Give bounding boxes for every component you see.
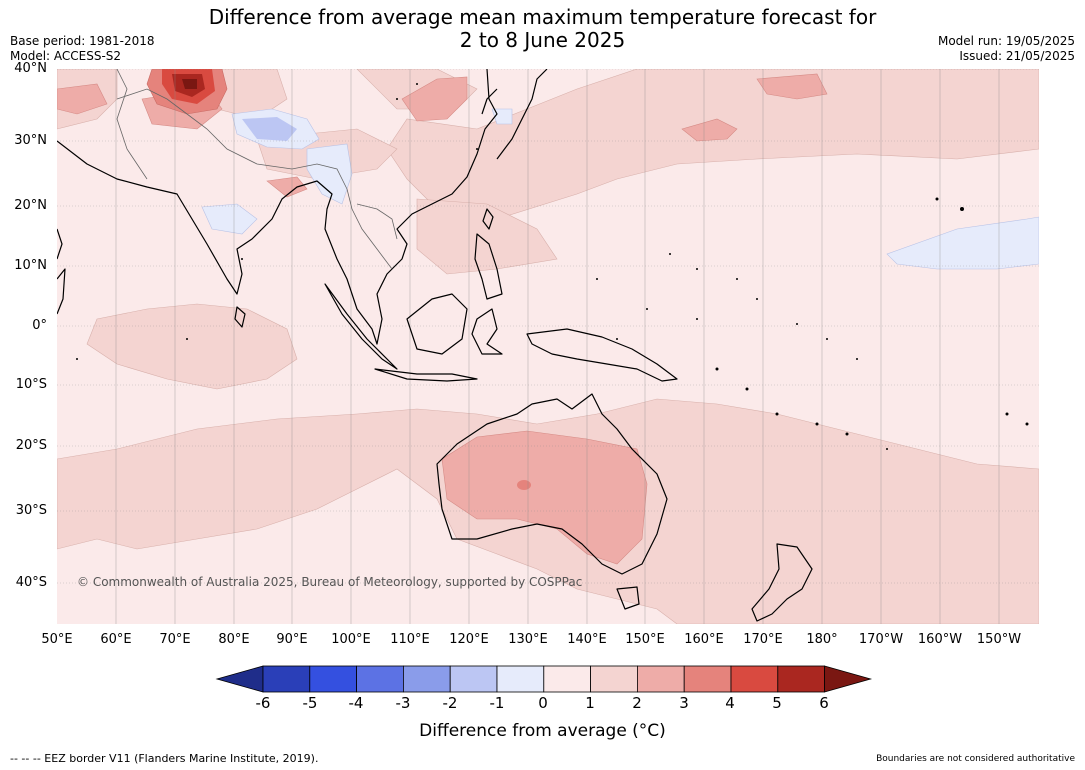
- coast-java: [374, 368, 478, 382]
- colorbar: [215, 665, 873, 693]
- lon-label-160w: 160°W: [917, 632, 963, 647]
- lon-label-160e: 160°E: [684, 632, 724, 647]
- title-line-2: 2 to 8 June 2025: [459, 28, 626, 52]
- base-period: Base period: 1981-2018: [10, 34, 155, 48]
- graticule: [57, 69, 1039, 624]
- coast-arabia-africa: [57, 228, 66, 315]
- copyright-notice: © Commonwealth of Australia 2025, Bureau…: [77, 575, 582, 589]
- lon-label-70e: 70°E: [159, 632, 191, 647]
- coast-australia: [436, 393, 668, 575]
- lat-label-30s: 30°S: [15, 503, 47, 518]
- lat-label-20s: 20°S: [15, 438, 47, 453]
- coast-tasmania: [616, 586, 640, 610]
- colorbar-extend-high: [824, 665, 873, 693]
- eez-border-note: -- -- -- EEZ border V11 (Flanders Marine…: [10, 752, 319, 765]
- colorbar-tick-0: 0: [538, 694, 548, 712]
- coastlines: [57, 69, 813, 622]
- colorbar-swatch: [356, 665, 404, 693]
- lon-label-170e: 170°E: [743, 632, 783, 647]
- colorbar-tick-minus-6: -6: [255, 694, 271, 712]
- coast-borneo: [406, 293, 468, 355]
- lat-label-30n: 30°N: [14, 133, 47, 148]
- colorbar-tick-minus-3: -3: [395, 694, 411, 712]
- colorbar-extend-low: [215, 665, 264, 693]
- issued-date: Issued: 21/05/2025: [959, 49, 1075, 63]
- lat-label-0: 0°: [32, 318, 47, 333]
- lat-label-40n: 40°N: [14, 61, 47, 76]
- coast-india-asia: [57, 69, 498, 345]
- lon-label-90e: 90°E: [276, 632, 308, 647]
- colorbar-title: Difference from average (°C): [419, 721, 666, 741]
- colorbar-swatch: [496, 665, 545, 693]
- colorbar-tick-minus-2: -2: [442, 694, 458, 712]
- pacific-islands: [76, 83, 1029, 450]
- title-line-1: Difference from average mean maximum tem…: [208, 5, 877, 29]
- colorbar-tick-6: 6: [819, 694, 829, 712]
- lon-label-60e: 60°E: [100, 632, 132, 647]
- anomaly-cool-regions: [201, 108, 1039, 270]
- coast-taiwan: [482, 208, 494, 230]
- lon-label-140e: 140°E: [567, 632, 607, 647]
- colorbar-swatch: [402, 665, 451, 693]
- coast-japan-korea: [481, 69, 548, 160]
- colorbar-swatch: [590, 665, 638, 693]
- coast-sumatra: [324, 283, 398, 370]
- colorbar-swatch: [309, 665, 357, 693]
- colorbar-swatch: [683, 665, 732, 693]
- colorbar-swatch: [543, 665, 591, 693]
- lon-label-110e: 110°E: [390, 632, 430, 647]
- colorbar-tick-minus-1: -1: [489, 694, 505, 712]
- colorbar-swatch: [730, 665, 779, 693]
- lon-label-50e: 50°E: [41, 632, 73, 647]
- colorbar-tick-2: 2: [632, 694, 642, 712]
- anomaly-minus-1-to-minus-2: [242, 117, 297, 141]
- lon-label-100e: 100°E: [331, 632, 371, 647]
- lon-label-150w: 150°W: [976, 632, 1022, 647]
- coast-sulawesi: [471, 308, 503, 355]
- model-run: Model run: 19/05/2025: [937, 34, 1075, 48]
- colorbar-tick-4: 4: [725, 694, 735, 712]
- colorbar-swatch: [777, 665, 825, 693]
- boundaries-disclaimer: Boundaries are not considered authoritat…: [876, 754, 1075, 764]
- colorbar-swatch: [262, 665, 311, 693]
- lon-label-170w: 170°W: [858, 632, 904, 647]
- lat-label-10s: 10°S: [15, 377, 47, 392]
- lat-label-20n: 20°N: [14, 198, 47, 213]
- lat-label-10n: 10°N: [14, 258, 47, 273]
- colorbar-tick-1: 1: [585, 694, 595, 712]
- lon-label-150e: 150°E: [625, 632, 665, 647]
- lon-label-180: 180°: [806, 632, 838, 647]
- country-borders: [116, 69, 398, 270]
- coast-new-guinea: [526, 328, 678, 382]
- lat-label-40s: 40°S: [15, 575, 47, 590]
- colorbar-swatch: [637, 665, 685, 693]
- colorbar-tick-5: 5: [772, 694, 782, 712]
- coast-philippines: [474, 233, 503, 300]
- coast-new-zealand: [751, 543, 813, 622]
- colorbar-swatch: [449, 665, 498, 693]
- coast-sri-lanka: [234, 306, 246, 328]
- model-name: Model: ACCESS-S2: [10, 49, 122, 63]
- lon-label-80e: 80°E: [218, 632, 250, 647]
- lon-label-130e: 130°E: [508, 632, 548, 647]
- forecast-map: © Commonwealth of Australia 2025, Bureau…: [57, 69, 1039, 624]
- colorbar-tick-3: 3: [679, 694, 689, 712]
- colorbar-tick-minus-5: -5: [302, 694, 318, 712]
- lon-label-120e: 120°E: [449, 632, 489, 647]
- colorbar-tick-minus-4: -4: [348, 694, 364, 712]
